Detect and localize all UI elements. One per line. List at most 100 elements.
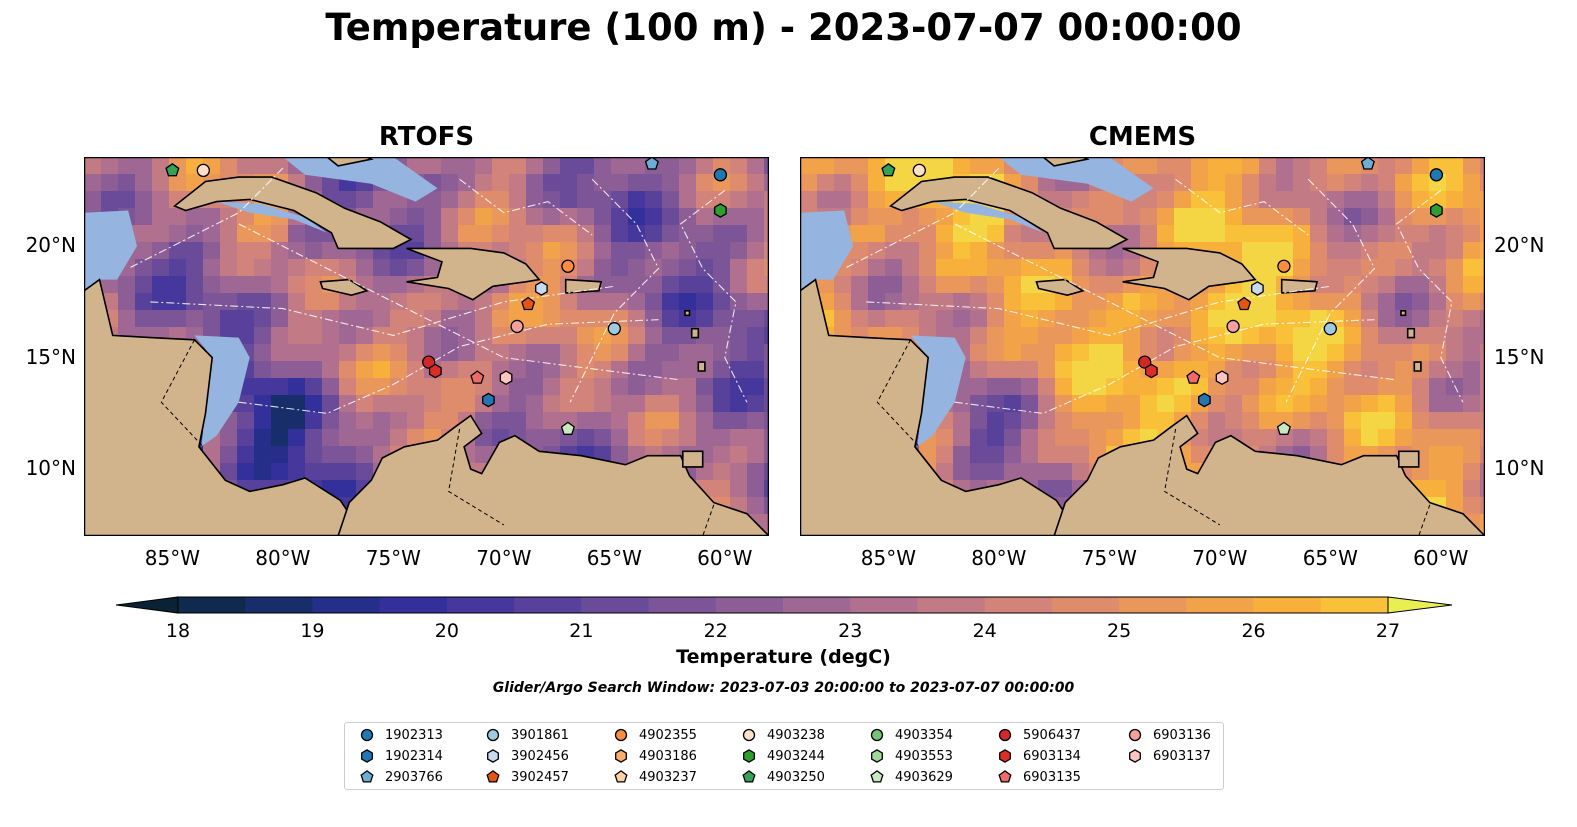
eez-boundary — [238, 223, 681, 381]
float-4903244 — [714, 203, 727, 218]
legend-label: 6903136 — [1153, 727, 1211, 743]
field-cell — [509, 191, 527, 209]
field-cell — [458, 395, 476, 413]
field-cell — [1004, 276, 1022, 294]
field-cell — [560, 327, 578, 345]
legend-item: 4903186 — [613, 746, 697, 766]
field-cell — [441, 293, 459, 311]
field-cell — [868, 310, 886, 328]
field-cell — [851, 259, 869, 277]
field-cell — [1310, 429, 1328, 447]
field-cell — [1446, 208, 1464, 226]
field-cell — [509, 361, 527, 379]
field-cell — [152, 225, 170, 243]
colorbar-bin — [715, 597, 784, 613]
field-cell — [1055, 378, 1073, 396]
field-cell — [1208, 310, 1226, 328]
field-cell — [696, 378, 714, 396]
field-cell — [135, 225, 153, 243]
bahamas-shelf — [998, 157, 1154, 202]
field-cell — [1140, 327, 1158, 345]
field-cell — [611, 412, 629, 430]
field-cell — [696, 344, 714, 362]
field-cell — [1174, 174, 1192, 192]
field-cell — [1259, 225, 1277, 243]
legend-marker — [1129, 749, 1141, 763]
legend-marker — [361, 749, 373, 763]
field-cell — [169, 174, 187, 192]
field-cell — [594, 344, 612, 362]
legend-item: 3901861 — [485, 725, 569, 745]
field-cell — [1480, 395, 1485, 413]
field-cell — [764, 259, 769, 277]
field-cell — [1429, 327, 1447, 345]
lon-tick-label: 75°W — [365, 546, 421, 570]
field-cell — [953, 446, 971, 464]
field-cell — [1021, 429, 1039, 447]
field-cell — [1446, 259, 1464, 277]
field-cell — [611, 293, 629, 311]
field-cell — [356, 429, 374, 447]
field-cell — [611, 395, 629, 413]
field-cell — [1361, 225, 1379, 243]
field-cell — [1208, 157, 1226, 175]
legend-marker — [870, 770, 884, 783]
field-cell — [1327, 276, 1345, 294]
field-cell — [1259, 174, 1277, 192]
field-cell — [730, 361, 748, 379]
legend-marker-icon — [1128, 728, 1142, 742]
field-cell — [696, 276, 714, 294]
field-cell — [594, 208, 612, 226]
field-cell — [84, 157, 102, 175]
field-cell — [764, 514, 769, 532]
field-cell — [339, 480, 357, 498]
field-cell — [1480, 446, 1485, 464]
field-cell — [1327, 395, 1345, 413]
field-cell — [1344, 157, 1362, 175]
field-cell — [186, 259, 204, 277]
field-cell — [1378, 429, 1396, 447]
field-cell — [1072, 395, 1090, 413]
field-cell — [1446, 463, 1464, 481]
field-cell — [628, 310, 646, 328]
colorbar-bin — [850, 597, 918, 613]
field-cell — [305, 395, 323, 413]
field-cell — [203, 293, 221, 311]
field-cell — [747, 480, 765, 498]
field-cell — [1072, 344, 1090, 362]
legend-marker-icon — [871, 749, 883, 763]
field-cell — [696, 310, 714, 328]
field-cell — [356, 361, 374, 379]
field-cell — [1378, 412, 1396, 430]
field-cell — [1361, 293, 1379, 311]
field-cell — [1055, 293, 1073, 311]
field-cell — [1174, 225, 1192, 243]
field-cell — [577, 361, 595, 379]
field-cell — [475, 208, 493, 226]
field-cell — [322, 463, 340, 481]
legend-marker — [742, 770, 756, 783]
field-cell — [679, 429, 697, 447]
field-cell — [902, 242, 920, 260]
field-cell — [1446, 157, 1464, 175]
field-cell — [1412, 429, 1430, 447]
field-cell — [271, 344, 289, 362]
field-cell — [851, 293, 869, 311]
field-cell — [577, 293, 595, 311]
field-cell — [271, 293, 289, 311]
field-cell — [237, 463, 255, 481]
field-cell — [271, 276, 289, 294]
float-6903136 — [510, 319, 524, 334]
field-cell — [271, 395, 289, 413]
field-cell — [543, 157, 561, 175]
field-cell — [254, 446, 272, 464]
field-cell — [322, 395, 340, 413]
field-cell — [1038, 463, 1056, 481]
legend-label: 4903186 — [639, 748, 697, 764]
field-cell — [373, 293, 391, 311]
field-cell — [407, 225, 425, 243]
field-cell — [885, 276, 903, 294]
land-south-america — [1053, 414, 1485, 536]
field-cell — [424, 310, 442, 328]
legend-label: 3901861 — [511, 727, 569, 743]
